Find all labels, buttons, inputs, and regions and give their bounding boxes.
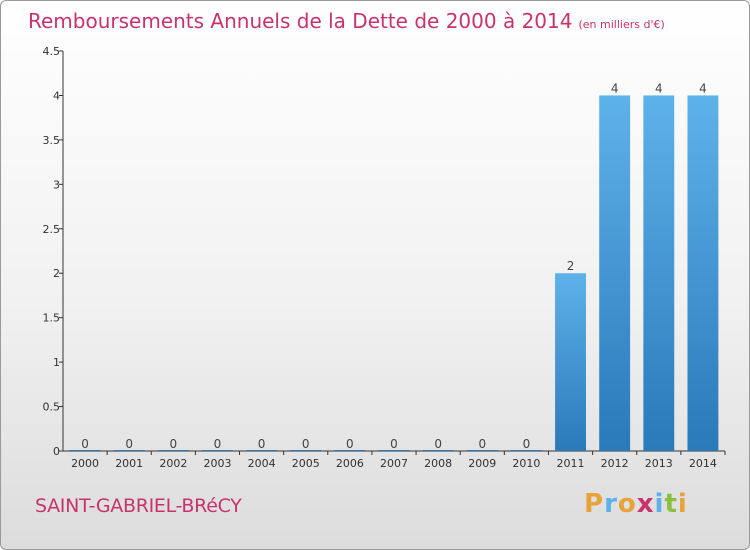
- x-tick-label: 2010: [512, 457, 540, 470]
- chart-subtitle: (en milliers d'€): [578, 18, 665, 31]
- bar: [69, 450, 101, 451]
- bar: [599, 95, 631, 451]
- logo-letter: P: [584, 489, 605, 519]
- bar: [643, 95, 675, 451]
- y-tick-label: 0.5: [43, 401, 61, 414]
- bar-value-label: 0: [81, 437, 89, 451]
- x-tick-label: 2011: [557, 457, 585, 470]
- bar: [422, 450, 454, 451]
- y-tick-label: 1: [53, 356, 60, 369]
- x-tick-label: 2004: [248, 457, 276, 470]
- bar-value-label: 0: [390, 437, 398, 451]
- y-tick-label: 3.5: [43, 134, 61, 147]
- y-tick-label: 4.5: [43, 45, 61, 58]
- plot-area: 00.511.522.533.544.502000020010200202003…: [43, 45, 726, 470]
- x-tick-label: 2006: [336, 457, 364, 470]
- bar-value-label: 0: [478, 437, 486, 451]
- logo-letter: i: [654, 489, 665, 519]
- bar: [246, 450, 278, 451]
- bar-value-label: 4: [699, 81, 707, 95]
- logo-letter: r: [604, 489, 618, 519]
- bar: [202, 450, 233, 451]
- x-tick-label: 2008: [424, 457, 452, 470]
- bar-value-label: 0: [258, 437, 266, 451]
- y-tick-label: 3: [53, 178, 60, 191]
- x-tick-label: 2002: [159, 457, 187, 470]
- logo-letter: x: [636, 489, 655, 519]
- bar: [378, 450, 410, 451]
- bar-value-label: 0: [346, 437, 354, 451]
- bar-value-label: 0: [302, 437, 310, 451]
- y-tick-label: 0: [53, 445, 60, 458]
- bar-value-label: 4: [655, 81, 663, 95]
- x-tick-label: 2012: [601, 457, 629, 470]
- bar-value-label: 0: [125, 437, 133, 451]
- bar-value-label: 4: [611, 81, 619, 95]
- bar-value-label: 0: [434, 437, 442, 451]
- bar: [466, 450, 498, 451]
- logo-letter: i: [677, 489, 688, 519]
- y-tick-label: 4: [53, 89, 60, 102]
- proxiti-logo: Proxiti: [584, 489, 688, 519]
- bar: [157, 450, 189, 451]
- y-tick-label: 2.5: [43, 223, 61, 236]
- x-tick-label: 2000: [71, 457, 99, 470]
- x-tick-label: 2003: [203, 457, 231, 470]
- y-tick-label: 1.5: [43, 312, 61, 325]
- x-tick-label: 2005: [292, 457, 320, 470]
- logo-letter: t: [664, 489, 678, 519]
- y-tick-label: 2: [53, 267, 60, 280]
- x-tick-label: 2009: [468, 457, 496, 470]
- bar: [555, 273, 586, 451]
- x-tick-label: 2014: [689, 457, 717, 470]
- chart-title: Remboursements Annuels de la Dette de 20…: [28, 9, 665, 33]
- bar-value-label: 2: [567, 259, 575, 273]
- bar: [687, 95, 719, 451]
- x-tick-label: 2013: [645, 457, 673, 470]
- x-tick-label: 2007: [380, 457, 408, 470]
- commune-name: SAINT-GABRIEL-BRéCY: [35, 495, 242, 517]
- bar-value-label: 0: [170, 437, 178, 451]
- logo-letter: o: [617, 489, 637, 519]
- x-tick-label: 2001: [115, 457, 143, 470]
- bar: [290, 450, 322, 451]
- bar-value-label: 0: [523, 437, 531, 451]
- bar: [113, 450, 145, 451]
- chart-title-text: Remboursements Annuels de la Dette de 20…: [28, 9, 573, 33]
- bar-value-label: 0: [214, 437, 222, 451]
- bar: [334, 450, 366, 451]
- bar: [510, 450, 542, 451]
